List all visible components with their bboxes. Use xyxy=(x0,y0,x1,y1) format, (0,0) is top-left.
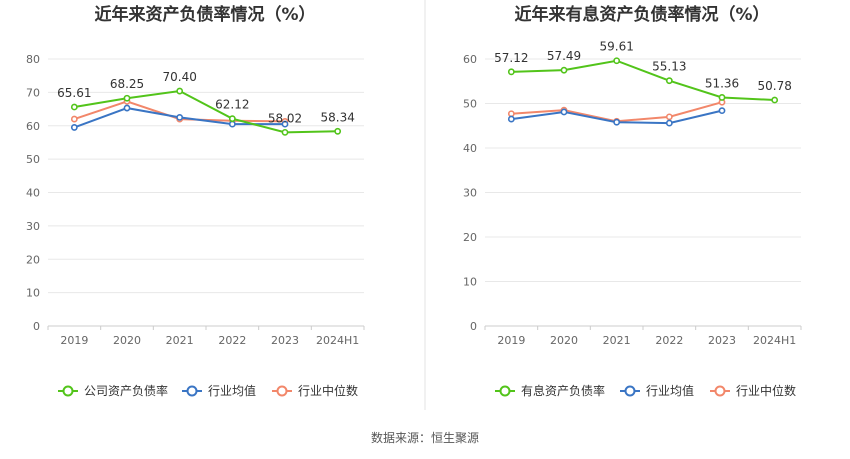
data-label: 57.12 xyxy=(494,51,528,65)
data-label: 59.61 xyxy=(599,40,633,54)
legend-item[interactable]: 行业中位数 xyxy=(710,383,796,398)
legend-marker-icon xyxy=(714,385,726,397)
x-tick-label: 2020 xyxy=(113,334,141,347)
legend-marker-icon xyxy=(499,385,511,397)
legend-item[interactable]: 行业均值 xyxy=(182,383,256,398)
y-tick-label: 50 xyxy=(463,98,477,111)
series-line xyxy=(511,59,775,102)
x-tick-label: 2021 xyxy=(166,334,194,347)
data-point xyxy=(665,77,673,85)
data-point xyxy=(176,87,184,95)
data-point xyxy=(334,127,342,135)
y-tick-label: 30 xyxy=(463,187,477,200)
y-tick-label: 70 xyxy=(26,86,40,99)
x-tick-label: 2023 xyxy=(708,334,736,347)
y-tick-label: 10 xyxy=(26,287,40,300)
x-tick-label: 2019 xyxy=(497,334,525,347)
series-line xyxy=(74,90,338,134)
x-tick-label: 2019 xyxy=(60,334,88,347)
data-point xyxy=(228,120,236,128)
data-label: 51.36 xyxy=(705,76,739,90)
y-tick-label: 50 xyxy=(26,153,40,166)
y-tick-label: 20 xyxy=(463,231,477,244)
data-point xyxy=(771,96,779,104)
data-label: 68.25 xyxy=(110,77,144,91)
legend-marker-icon xyxy=(624,385,636,397)
data-point xyxy=(613,118,621,126)
x-tick-label: 2022 xyxy=(655,334,683,347)
data-point xyxy=(281,120,289,128)
data-point xyxy=(665,113,673,121)
legend-item[interactable]: 行业均值 xyxy=(620,383,694,398)
x-tick-label: 2024H1 xyxy=(316,334,359,347)
data-label: 50.78 xyxy=(757,79,791,93)
data-point xyxy=(123,94,131,102)
data-label: 65.61 xyxy=(57,86,91,100)
data-label: 57.49 xyxy=(547,49,581,63)
y-tick-label: 0 xyxy=(470,320,477,333)
data-point xyxy=(613,57,621,65)
data-point xyxy=(228,115,236,123)
legend-label: 公司资产负债率 xyxy=(84,383,168,398)
interest-bearing-liability-ratio-chart: 近年来有息资产负债率情况（%） 0 10 20 30 40 50 60 2019 2020 2021… xyxy=(463,4,802,398)
x-tick-label: 2020 xyxy=(550,334,578,347)
data-label: 70.40 xyxy=(162,70,196,84)
legend-label: 行业中位数 xyxy=(736,383,796,398)
legend-label: 行业中位数 xyxy=(298,383,358,398)
data-label: 62.12 xyxy=(215,98,249,112)
source-note: 数据来源：恒生聚源 xyxy=(371,430,479,445)
legend-marker-icon xyxy=(186,385,198,397)
y-tick-label: 10 xyxy=(463,276,477,289)
data-label: 58.34 xyxy=(320,110,354,124)
x-tick-label: 2023 xyxy=(271,334,299,347)
data-point xyxy=(560,66,568,74)
legend-item[interactable]: 行业中位数 xyxy=(272,383,358,398)
data-point xyxy=(70,115,78,123)
y-tick-label: 80 xyxy=(26,53,40,66)
data-point xyxy=(176,114,184,121)
data-point xyxy=(718,94,726,101)
data-label: 55.13 xyxy=(652,60,686,74)
legend-item[interactable]: 有息资产负债率 xyxy=(495,383,605,398)
y-tick-label: 40 xyxy=(463,142,477,155)
y-tick-label: 0 xyxy=(33,320,40,333)
data-point xyxy=(560,108,568,116)
data-point xyxy=(507,68,515,76)
y-tick-label: 30 xyxy=(26,220,40,233)
legend-item[interactable]: 公司资产负债率 xyxy=(58,383,168,398)
x-tick-label: 2022 xyxy=(218,334,246,347)
chart-title: 近年来资产负债率情况（%） xyxy=(94,4,315,25)
data-point xyxy=(281,128,289,136)
data-label: 58.02 xyxy=(268,111,302,125)
chart-title: 近年来有息资产负债率情况（%） xyxy=(514,4,769,25)
data-point xyxy=(718,107,726,115)
x-tick-label: 2024H1 xyxy=(753,334,796,347)
legend-label: 有息资产负债率 xyxy=(521,383,605,398)
data-point xyxy=(665,119,673,127)
data-point xyxy=(507,110,515,118)
data-point xyxy=(123,104,131,112)
y-tick-label: 40 xyxy=(26,187,40,200)
y-tick-label: 20 xyxy=(26,253,40,266)
data-point xyxy=(70,103,78,111)
legend-label: 行业均值 xyxy=(208,383,256,398)
y-tick-label: 60 xyxy=(463,53,477,66)
x-tick-label: 2021 xyxy=(603,334,631,347)
y-tick-label: 60 xyxy=(26,120,40,133)
legend-marker-icon xyxy=(62,385,74,397)
legend-marker-icon xyxy=(276,385,288,397)
legend-label: 行业均值 xyxy=(646,383,694,398)
data-point xyxy=(507,115,515,123)
liability-ratio-chart: 近年来资产负债率情况（%） 0 10 20 30 40 50 60 70 80 2019 2020 20… xyxy=(26,4,365,398)
data-point xyxy=(70,124,78,131)
